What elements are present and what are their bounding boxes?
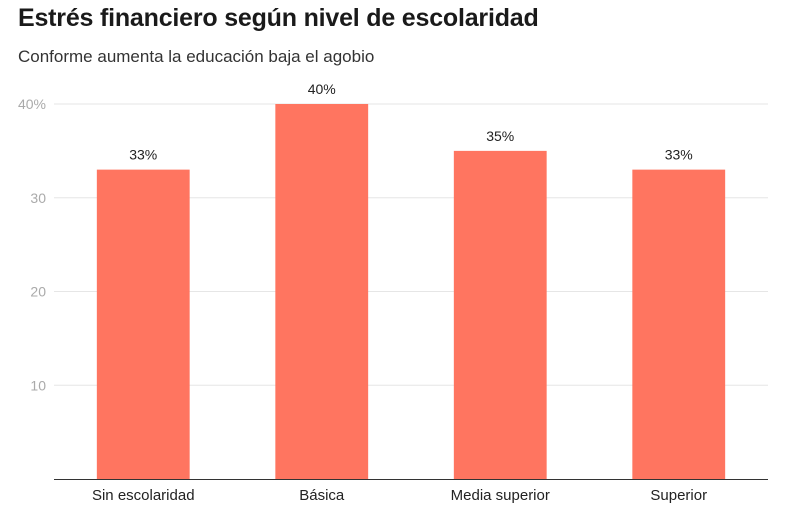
x-tick-label: Sin escolaridad <box>92 487 195 504</box>
data-label: 33% <box>129 147 157 163</box>
bar <box>632 169 726 479</box>
data-label: 40% <box>308 81 336 97</box>
data-labels: 33% 40% 35% 33% <box>129 81 693 163</box>
data-label: 35% <box>486 128 514 144</box>
chart-title: Estrés financiero según nivel de escolar… <box>18 4 539 32</box>
bars <box>96 104 726 479</box>
data-label: 33% <box>665 147 693 163</box>
x-tick-label: Superior <box>650 487 707 504</box>
x-tick-label: Básica <box>299 487 345 504</box>
y-axis-ticks: 10 20 30 40% <box>18 96 46 393</box>
y-tick-label: 20 <box>30 284 46 300</box>
bar <box>96 169 190 479</box>
x-axis-ticks: Sin escolaridad Básica Media superior Super… <box>92 487 707 504</box>
y-tick-label: 30 <box>30 190 46 206</box>
y-tick-label: 10 <box>30 377 46 393</box>
bar <box>275 104 369 479</box>
y-tick-label: 40% <box>18 96 46 112</box>
chart-subtitle: Conforme aumenta la educación baja el ag… <box>18 47 375 66</box>
x-tick-label: Media superior <box>451 487 550 504</box>
bar <box>453 150 547 479</box>
